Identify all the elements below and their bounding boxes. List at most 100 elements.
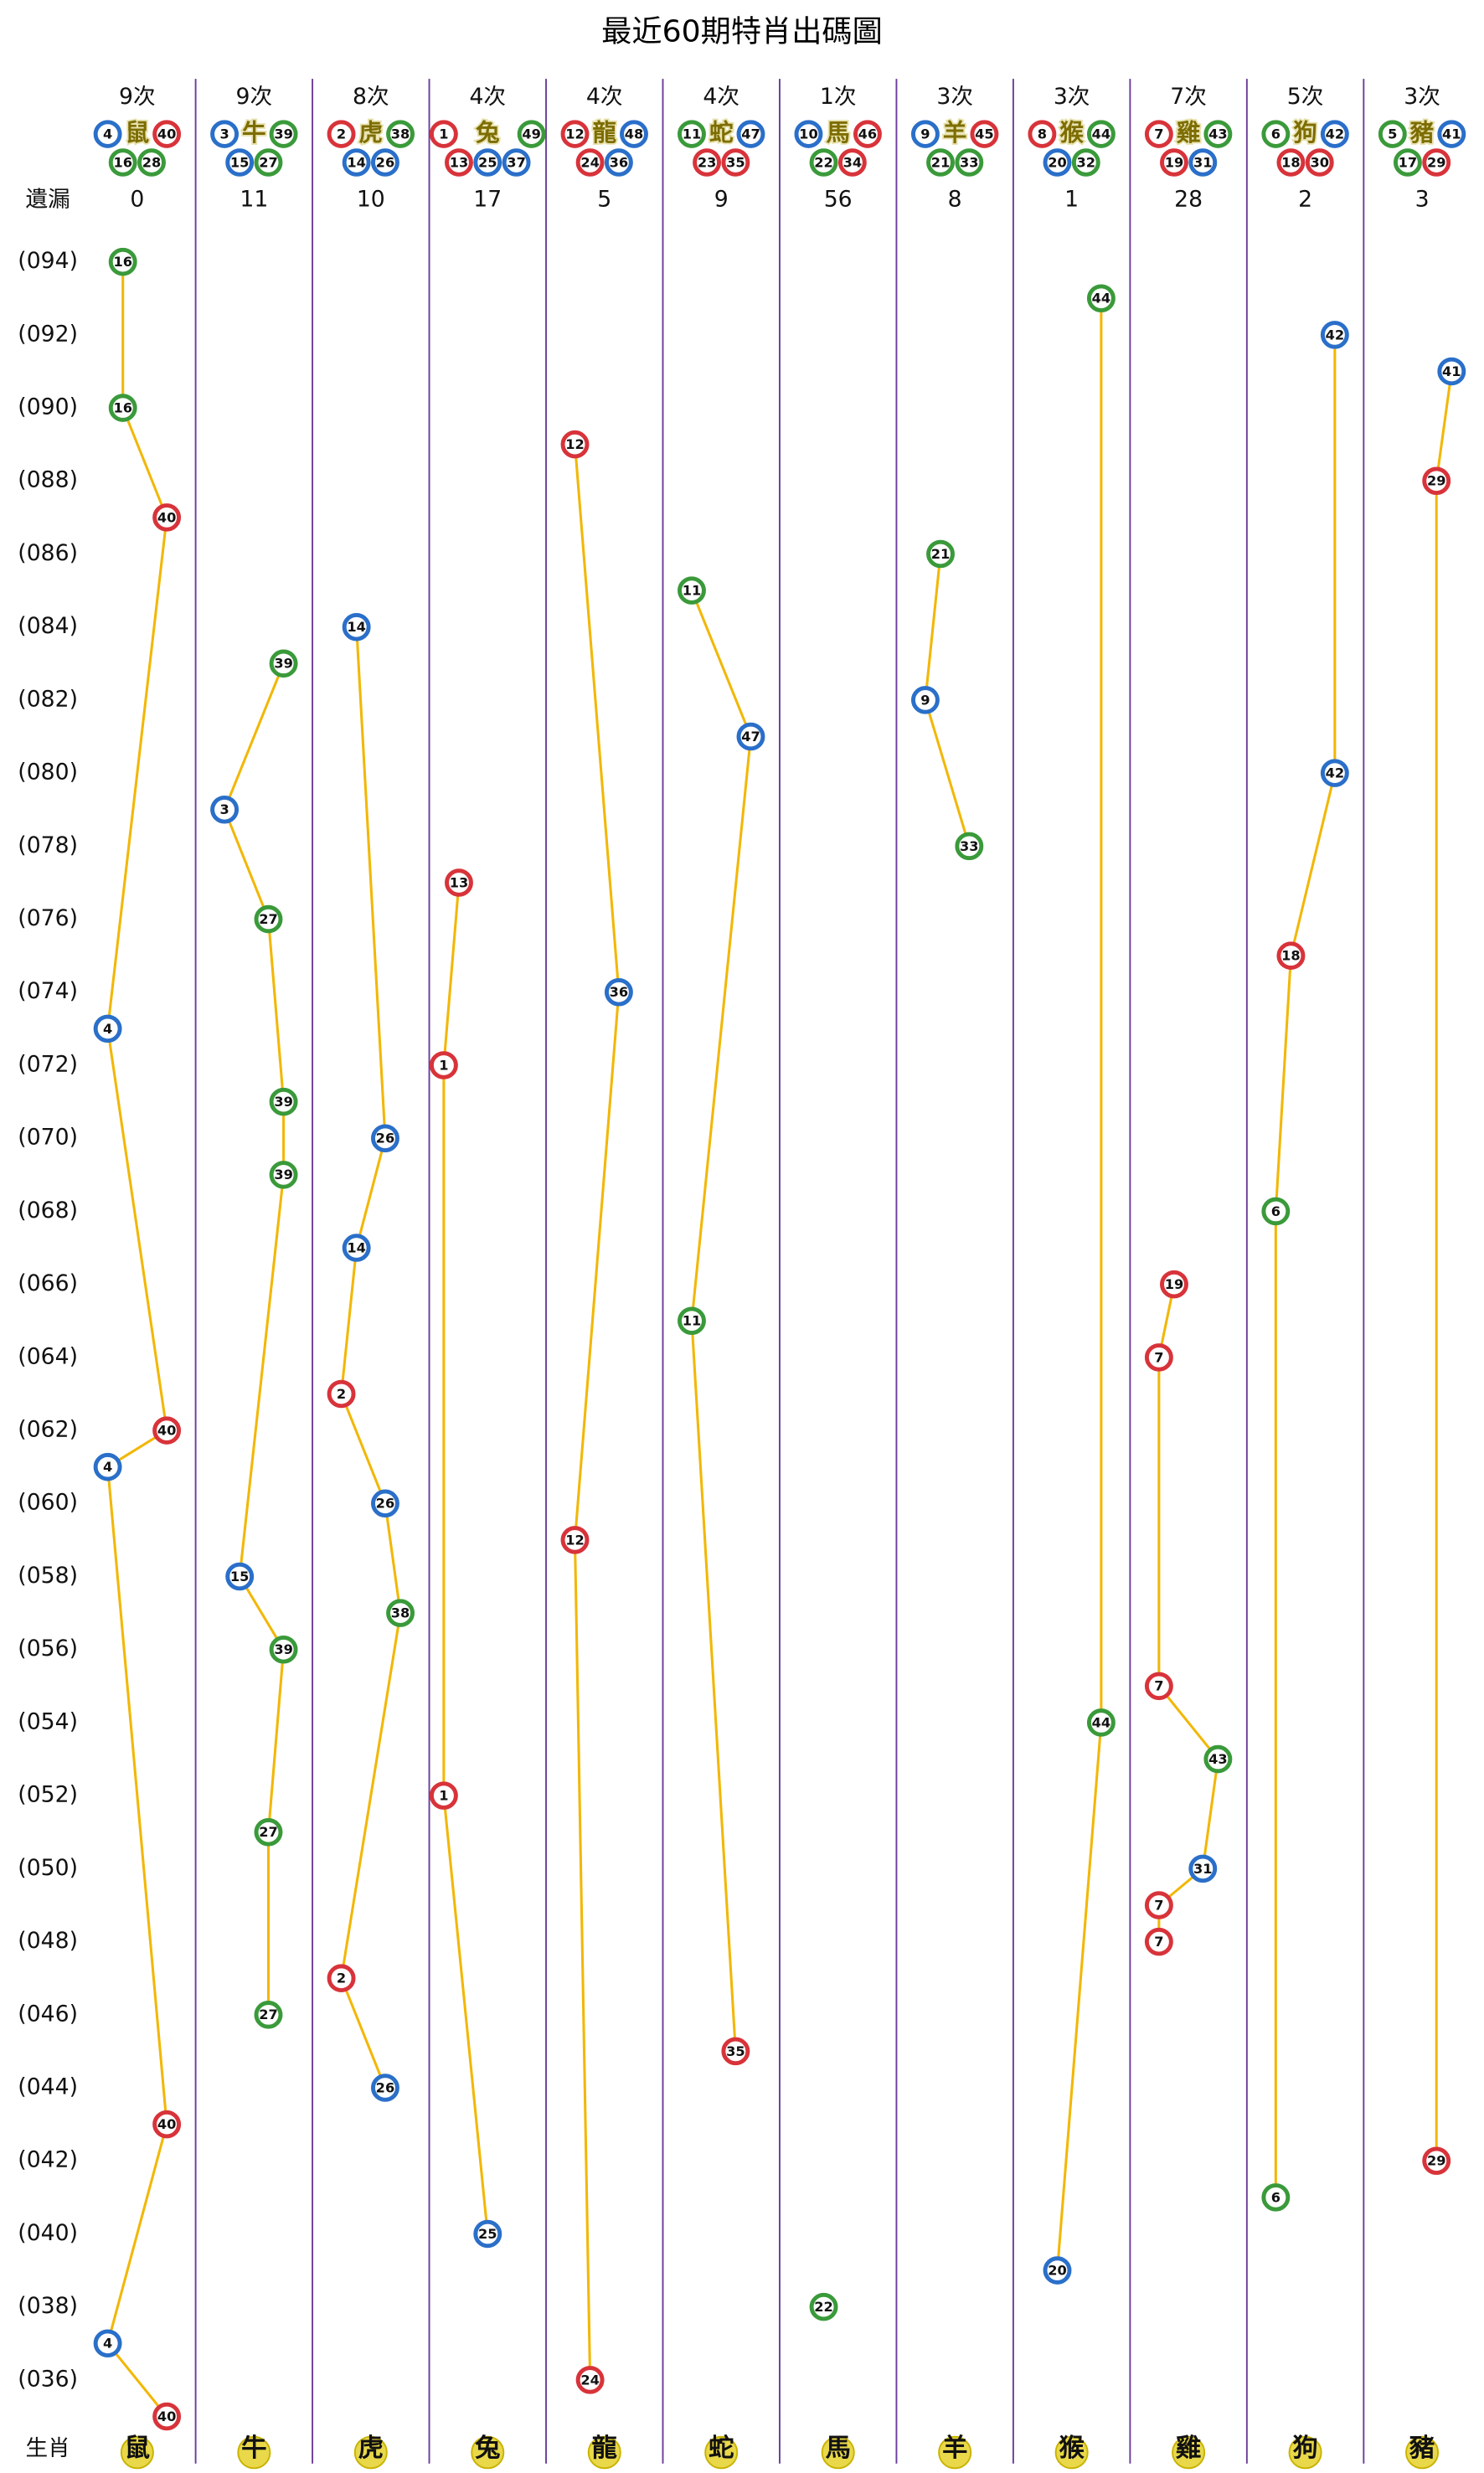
draw-ball-number: 7: [1154, 1678, 1163, 1694]
header-ball-ring: [1378, 120, 1407, 148]
draw-ball-number: 44: [1092, 1714, 1111, 1730]
draw-ball-number: 4: [103, 1021, 112, 1037]
draw-ball: 26: [370, 1124, 399, 1152]
trend-line: [442, 882, 461, 1066]
hit-count: 1次: [820, 84, 857, 110]
header-ball-number: 36: [610, 154, 629, 170]
period-label: (050): [18, 1855, 78, 1881]
header-ball-ring: [970, 120, 999, 148]
draw-ball: 2: [327, 1964, 356, 1992]
header-ball-ring: [1086, 120, 1116, 148]
footer-zodiac: 兔: [475, 2434, 500, 2463]
draw-ball: 7: [1144, 1343, 1173, 1372]
draw-ball-ring: [429, 1051, 458, 1079]
header-ball: 29: [1422, 148, 1451, 177]
draw-ball: 39: [269, 1087, 298, 1116]
header-ball-number: 28: [142, 154, 162, 170]
header-ball: 44: [1086, 120, 1116, 148]
draw-ball-number: 42: [1326, 765, 1345, 781]
header-ball-ring: [445, 148, 473, 177]
draw-ball-ring: [736, 722, 765, 751]
header-ball-ring: [517, 120, 546, 148]
header-ball-number: 27: [259, 154, 278, 170]
draw-ball: 11: [678, 576, 706, 605]
header-ball-number: 43: [1208, 126, 1228, 142]
header-ball-number: 29: [1427, 154, 1446, 170]
draw-ball: 19: [1160, 1270, 1188, 1299]
header-ball: 28: [137, 148, 166, 177]
draw-ball-ring: [1422, 2146, 1451, 2175]
header-ball-number: 6: [1271, 126, 1280, 142]
draw-ball: 27: [254, 1818, 283, 1847]
footer-zodiac: 豬: [1409, 2434, 1435, 2463]
footer-ball: [587, 2435, 621, 2470]
header-ball-number: 12: [565, 126, 585, 142]
draw-ball-number: 27: [259, 911, 278, 927]
header-ball: 45: [970, 120, 999, 148]
draw-ball-ring: [721, 2037, 750, 2066]
draw-ball: 43: [1203, 1744, 1233, 1774]
draw-ball: 39: [269, 1635, 298, 1664]
draw-ball-ring: [473, 2219, 502, 2249]
header-ball: 11: [678, 120, 706, 148]
header-ball: 1: [429, 120, 458, 148]
period-label: (052): [18, 1782, 78, 1808]
header-ball-ring: [386, 120, 415, 148]
draw-ball: 35: [721, 2037, 750, 2066]
period-label: (060): [18, 1490, 78, 1516]
period-label: (054): [18, 1709, 78, 1735]
trend-line: [266, 1649, 286, 1832]
header-ball: 36: [604, 148, 633, 177]
trend-line: [355, 1137, 387, 1249]
header-ball-ring: [93, 120, 122, 148]
trend-line: [121, 407, 168, 518]
header-ball-number: 41: [1442, 126, 1461, 142]
draw-ball-number: 4: [103, 2336, 112, 2352]
draw-ball-ring: [386, 1599, 415, 1627]
zodiac-name: 兔: [476, 119, 500, 147]
header-ball-ring: [736, 120, 765, 148]
draw-ball-ring: [926, 539, 955, 569]
header-ball: 7: [1144, 120, 1173, 148]
draw-ball-ring: [1144, 1927, 1173, 1956]
draw-ball: 31: [1188, 1854, 1218, 1883]
draw-ball-ring: [254, 904, 283, 934]
draw-ball-ring: [269, 1161, 298, 1189]
header-ball: 32: [1071, 148, 1100, 177]
period-label: (046): [18, 2001, 78, 2027]
trend-line: [384, 1503, 402, 1614]
draw-ball-ring: [1086, 284, 1116, 312]
draw-ball-ring: [678, 1306, 706, 1336]
footer-ball: [1172, 2435, 1206, 2470]
miss-count: 10: [357, 187, 385, 213]
draw-ball-ring: [678, 576, 706, 605]
draw-ball-number: 26: [376, 2080, 395, 2096]
header-ball: 42: [1320, 120, 1349, 148]
header-ball-ring: [794, 120, 823, 148]
header-ball: 25: [473, 148, 502, 177]
draw-ball-number: 27: [259, 2007, 278, 2022]
draw-ball: 41: [1437, 357, 1466, 386]
draw-ball-ring: [1188, 1854, 1218, 1883]
draw-ball: 40: [152, 2110, 182, 2139]
miss-count: 3: [1415, 187, 1430, 213]
header-ball-ring: [137, 148, 166, 177]
draw-ball-number: 40: [157, 1423, 177, 1439]
header-ball: 43: [1203, 120, 1233, 148]
draw-ball-number: 31: [1193, 1861, 1213, 1877]
footer-zodiac: 鼠: [125, 2434, 150, 2463]
header-ball-number: 32: [1077, 154, 1096, 170]
period-label: (040): [18, 2220, 78, 2246]
header-ball: 5: [1378, 120, 1407, 148]
draw-ball: 42: [1320, 321, 1349, 349]
draw-ball-ring: [370, 2074, 399, 2102]
header-ball: 37: [502, 148, 531, 177]
header-ball-ring: [269, 120, 298, 148]
draw-ball-ring: [1276, 941, 1306, 970]
period-label: (070): [18, 1125, 78, 1151]
hit-count: 9次: [119, 84, 156, 110]
draw-ball-ring: [93, 2329, 122, 2358]
header-ball: 2: [327, 120, 356, 148]
draw-ball-ring: [269, 1635, 298, 1664]
draw-ball: 40: [152, 1416, 182, 1445]
